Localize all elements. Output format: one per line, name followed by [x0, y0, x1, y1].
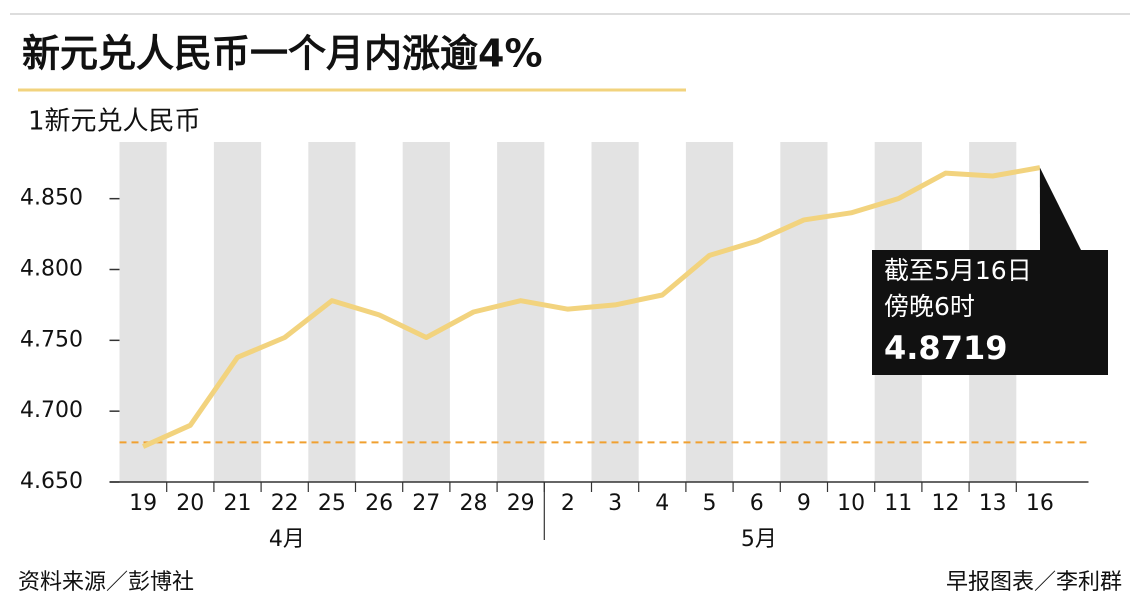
y-tick-label: 4.800: [20, 257, 83, 282]
y-axis-label: 1新元兑人民币: [28, 107, 201, 137]
x-tick-label: 16: [1026, 491, 1054, 516]
x-tick-label: 25: [318, 491, 346, 516]
x-tick-label: 19: [129, 491, 157, 516]
annotation-pointer: [1039, 167, 1082, 252]
x-tick-label: 10: [837, 491, 865, 516]
y-tick-label: 4.850: [20, 186, 83, 211]
x-tick-label: 28: [460, 491, 488, 516]
annotation-text: 傍晚6时: [884, 292, 975, 321]
x-tick-label: 4: [655, 491, 669, 516]
x-tick-label: 12: [932, 491, 960, 516]
x-tick-label: 3: [608, 491, 622, 516]
x-tick-label: 2: [561, 491, 575, 516]
x-tick-label: 27: [412, 491, 440, 516]
band: [402, 142, 450, 482]
month-label: 4月: [269, 527, 305, 552]
x-tick-label: 9: [797, 491, 811, 516]
annotation-text: 截至5月16日: [884, 256, 1032, 285]
x-tick-label: 21: [224, 491, 252, 516]
band: [119, 142, 167, 482]
source: 资料来源／彭博社: [18, 570, 194, 595]
y-tick-label: 4.750: [20, 327, 83, 352]
x-tick-label: 29: [507, 491, 535, 516]
series-line: [142, 165, 1041, 449]
y-tick-label: 4.700: [20, 398, 83, 423]
x-tick-label: 5: [703, 491, 717, 516]
x-tick-label: 13: [979, 491, 1007, 516]
x-tick-label: 22: [271, 491, 299, 516]
x-tick-label: 26: [365, 491, 393, 516]
band: [685, 142, 734, 482]
band: [497, 142, 545, 482]
x-tick-label: 11: [884, 491, 912, 516]
credit: 早报图表／李利群: [946, 570, 1122, 595]
annotation-value: 4.8719: [884, 329, 1007, 367]
y-tick-label: 4.650: [20, 469, 83, 494]
chart-title: 新元兑人民币一个月内涨逾4%: [22, 32, 543, 76]
band: [780, 142, 828, 482]
band: [213, 142, 262, 482]
x-tick-label: 20: [176, 491, 204, 516]
band: [591, 142, 639, 482]
month-label: 5月: [741, 527, 777, 552]
x-tick-label: 6: [750, 491, 764, 516]
annotation-box: [872, 250, 1108, 375]
